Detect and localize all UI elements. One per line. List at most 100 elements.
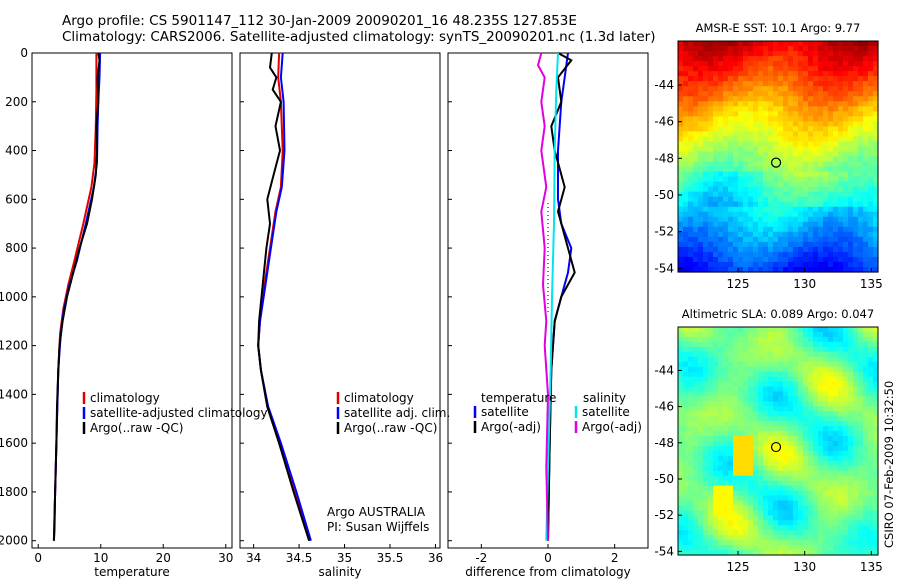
field-cell: [873, 421, 879, 427]
field-cell: [838, 211, 844, 218]
field-cell: [808, 441, 814, 447]
field-cell: [838, 465, 844, 472]
field-cell: [783, 41, 789, 47]
field-cell: [713, 266, 719, 273]
field-cell: [778, 41, 784, 47]
field-cell: [773, 166, 779, 173]
field-cell: [788, 151, 794, 158]
field-cell: [788, 545, 794, 551]
field-cell: [743, 356, 749, 363]
field-cell: [713, 81, 719, 87]
field-cell: [708, 226, 714, 233]
field-cell: [843, 121, 849, 127]
field-cell: [683, 520, 689, 526]
field-cell: [788, 480, 794, 487]
field-cell: [873, 251, 879, 258]
x-tick-label: 34.5: [286, 551, 313, 565]
field-cell: [813, 166, 819, 173]
field-cell: [768, 490, 774, 497]
field-cell: [743, 101, 749, 107]
field-cell: [783, 221, 789, 228]
field-cell: [683, 356, 689, 363]
x-axis-label: difference from climatology: [465, 565, 631, 579]
x-axis-label: salinity: [318, 565, 361, 579]
field-cell: [833, 550, 839, 556]
field-cell: [698, 450, 704, 457]
field-cell: [703, 141, 709, 148]
field-cell: [868, 515, 874, 521]
field-cell: [733, 376, 739, 383]
field-cell: [738, 520, 744, 526]
field-cell: [788, 445, 794, 452]
field-cell: [853, 206, 859, 213]
field-cell: [718, 176, 724, 183]
map-frame: [677, 40, 879, 273]
field-cell: [678, 441, 684, 447]
field-cell: [838, 61, 844, 67]
field-cell: [763, 366, 769, 373]
field-cell: [868, 256, 874, 263]
field-cell: [828, 241, 834, 248]
field-cell: [683, 106, 689, 112]
field-cell: [748, 500, 754, 507]
field-cell: [758, 201, 764, 208]
field-cell: [863, 216, 869, 223]
field-cell: [693, 56, 699, 62]
field-cell: [838, 455, 844, 462]
field-cell: [733, 231, 739, 238]
field-cell: [798, 96, 804, 102]
field-cell: [788, 96, 794, 102]
field-cell: [808, 530, 814, 536]
field-cell: [718, 500, 724, 507]
field-cell: [848, 241, 854, 248]
field-cell: [708, 346, 714, 353]
field-cell: [803, 445, 809, 452]
field-cell: [703, 106, 709, 112]
field-cell: [848, 51, 854, 57]
field-cell: [873, 510, 879, 516]
field-cell: [693, 406, 699, 412]
field-cell: [723, 66, 729, 72]
field-cell: [688, 416, 694, 422]
field-cell: [768, 171, 774, 178]
field-cell: [793, 146, 799, 153]
field-cell: [703, 66, 709, 72]
field-cell: [868, 436, 874, 442]
field-cell: [793, 327, 799, 333]
field-cell: [748, 56, 754, 62]
field-cell: [698, 156, 704, 163]
field-cell: [678, 86, 684, 92]
field-cell: [708, 500, 714, 507]
field-cell: [778, 366, 784, 373]
field-cell: [713, 166, 719, 173]
field-cell: [778, 421, 784, 427]
field-cell: [813, 66, 819, 72]
field-cell: [708, 331, 714, 338]
field-cell: [828, 156, 834, 163]
field-cell: [843, 351, 849, 358]
field-cell: [688, 406, 694, 412]
field-cell: [863, 351, 869, 358]
field-cell: [763, 351, 769, 358]
field-cell: [808, 106, 814, 112]
field-cell: [683, 216, 689, 223]
field-cell: [778, 106, 784, 112]
field-cell: [733, 441, 739, 447]
field-cell: [743, 41, 749, 47]
field-cell: [683, 251, 689, 258]
field-cell: [683, 151, 689, 158]
field-cell: [858, 141, 864, 148]
field-cell: [808, 81, 814, 87]
field-cell: [798, 126, 804, 132]
field-cell: [848, 136, 854, 143]
field-cell: [868, 261, 874, 268]
field-cell: [853, 500, 859, 507]
field-cell: [813, 386, 819, 393]
field-cell: [698, 470, 704, 477]
field-cell: [708, 351, 714, 358]
field-cell: [718, 480, 724, 487]
field-cell: [808, 226, 814, 233]
field-cell: [853, 146, 859, 153]
field-cell: [773, 86, 779, 92]
field-cell: [748, 485, 754, 492]
